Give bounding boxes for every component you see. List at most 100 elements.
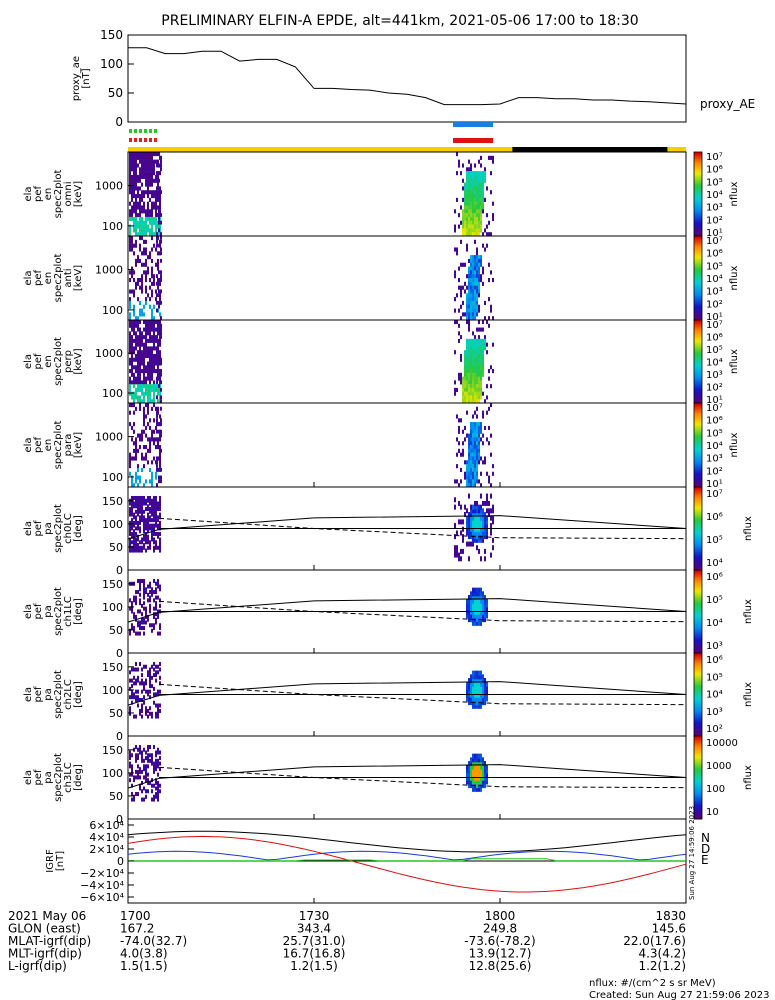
- energy-spectrum-cell: [472, 369, 474, 374]
- energy-colorbar-segment: [694, 390, 702, 393]
- pa-spectrum-cell: [145, 681, 147, 686]
- pa-spectrum-cell: [486, 609, 488, 615]
- energy-spectrum-cell: [147, 213, 149, 218]
- energy-spectrum-cell: [149, 387, 151, 392]
- energy-spectrum-cell: [141, 350, 143, 355]
- energy-spectrum-cell: [474, 475, 476, 480]
- energy-spectrum-cell: [139, 365, 141, 370]
- pa-spectrum-cell: [139, 529, 141, 534]
- energy-spectrum-cell: [139, 194, 141, 199]
- x-annotation-value: 167.2: [120, 922, 154, 936]
- energy-spectrum-cell: [143, 365, 145, 370]
- pa-spectrum-cell: [129, 543, 131, 548]
- pa-spectrum-cell: [137, 675, 139, 680]
- pa-spectrum-cell: [145, 709, 147, 714]
- energy-spectrum-cell: [486, 410, 488, 415]
- energy-spectrum-cell: [472, 475, 474, 480]
- energy-spectrum-cell: [470, 350, 472, 355]
- energy-spectrum-cell: [474, 350, 476, 355]
- pa-spectrum-cell: [466, 541, 468, 547]
- energy-panel-ylabel-line: [keV]: [73, 348, 84, 374]
- pa-spectrum-cell: [139, 498, 141, 503]
- energy-spectrum-cell: [478, 353, 480, 359]
- pa-spectrum-cell: [131, 792, 133, 797]
- energy-spectrum-cell: [156, 483, 158, 487]
- energy-tick-label: 100: [102, 387, 123, 400]
- energy-spectrum-cell: [141, 262, 143, 267]
- energy-spectrum-cell: [137, 467, 139, 473]
- igrf-side-text: Sun Aug 27 14:59:06 2023: [688, 806, 696, 900]
- pa-spectrum-cell: [149, 590, 151, 595]
- energy-colorbar-segment: [694, 223, 702, 226]
- energy-spectrum-cell: [131, 380, 133, 385]
- energy-colorbar-segment: [694, 238, 702, 241]
- energy-spectrum-cell: [482, 174, 484, 180]
- pa-spectrum-cell: [492, 519, 494, 525]
- energy-spectrum-cell: [482, 369, 484, 374]
- pa-spectrum-cell: [135, 526, 137, 531]
- energy-spectrum-cell: [474, 441, 476, 446]
- pa-colorbar-tick: 10⁵: [706, 672, 723, 683]
- energy-spectrum-cell: [160, 289, 162, 294]
- energy-colorbar-segment: [694, 484, 702, 487]
- energy-spectrum-cell: [488, 262, 490, 267]
- pa-spectrum-cell: [153, 667, 155, 672]
- pa-spectrum-cell: [480, 670, 482, 676]
- energy-spectrum-cell: [145, 384, 147, 389]
- energy-spectrum-cell: [156, 159, 158, 164]
- energy-spectrum-cell: [159, 460, 161, 465]
- energy-spectrum-cell: [482, 365, 484, 370]
- pa-spectrum-cell: [480, 508, 482, 514]
- pa-spectrum-cell: [145, 620, 147, 625]
- energy-colorbar-tick: 10²: [706, 466, 723, 477]
- energy-spectrum-cell: [141, 384, 143, 389]
- energy-spectrum-cell: [478, 380, 480, 385]
- energy-spectrum-cell: [160, 155, 162, 160]
- energy-spectrum-cell: [143, 422, 145, 427]
- pa-spectrum-cell: [478, 670, 480, 676]
- pa-spectrum-cell: [482, 613, 484, 619]
- energy-spectrum-cell: [147, 350, 149, 355]
- energy-spectrum-cell: [143, 220, 145, 225]
- energy-spectrum-cell: [145, 216, 147, 222]
- energy-spectrum-cell: [458, 278, 460, 283]
- energy-spectrum-cell: [151, 384, 153, 389]
- pa-tick-label: 0: [116, 730, 123, 743]
- pa-colorbar-segment: [694, 712, 702, 715]
- energy-spectrum-cell: [143, 418, 145, 423]
- pa-spectrum-cell: [468, 775, 470, 781]
- pa-spectrum-cell: [139, 526, 141, 531]
- energy-colorbar-segment: [694, 467, 702, 470]
- energy-spectrum-cell: [129, 163, 131, 168]
- energy-tick-label: 100: [102, 220, 123, 233]
- pa-spectrum-cell: [486, 530, 488, 536]
- energy-spectrum-cell: [141, 251, 143, 256]
- energy-spectrum-cell: [129, 178, 131, 183]
- pa-spectrum-cell: [490, 523, 492, 529]
- pa-spectrum-cell: [155, 501, 157, 506]
- energy-spectrum-cell: [478, 320, 480, 325]
- energy-spectrum-cell: [145, 251, 147, 256]
- energy-spectrum-cell: [468, 194, 470, 199]
- energy-colorbar-segment: [694, 213, 702, 216]
- proxy-ae-legend: proxy_AE: [700, 97, 755, 111]
- energy-spectrum-cell: [466, 285, 468, 290]
- pa-colorbar-segment: [694, 612, 702, 615]
- energy-spectrum-cell: [480, 186, 482, 191]
- energy-spectrum-cell: [476, 475, 478, 480]
- pa-spectrum-cell: [149, 584, 151, 589]
- pa-spectrum-cell: [143, 758, 145, 763]
- pa-spectrum-cell: [157, 797, 159, 802]
- pa-spectrum-cell: [484, 523, 486, 529]
- pa-spectrum-cell: [143, 501, 145, 506]
- energy-spectrum-cell: [156, 464, 158, 468]
- pa-spectrum-cell: [145, 756, 147, 761]
- pa-spectrum-cell: [131, 753, 133, 758]
- energy-spectrum-cell: [470, 163, 472, 168]
- pa-spectrum-cell: [472, 681, 474, 687]
- energy-spectrum-cell: [133, 376, 135, 381]
- energy-spectrum-cell: [133, 365, 135, 370]
- x-annotation-value: 13.9(12.7): [469, 947, 532, 961]
- pa-colorbar-segment: [694, 770, 702, 773]
- pa-spectrum-cell: [153, 686, 155, 691]
